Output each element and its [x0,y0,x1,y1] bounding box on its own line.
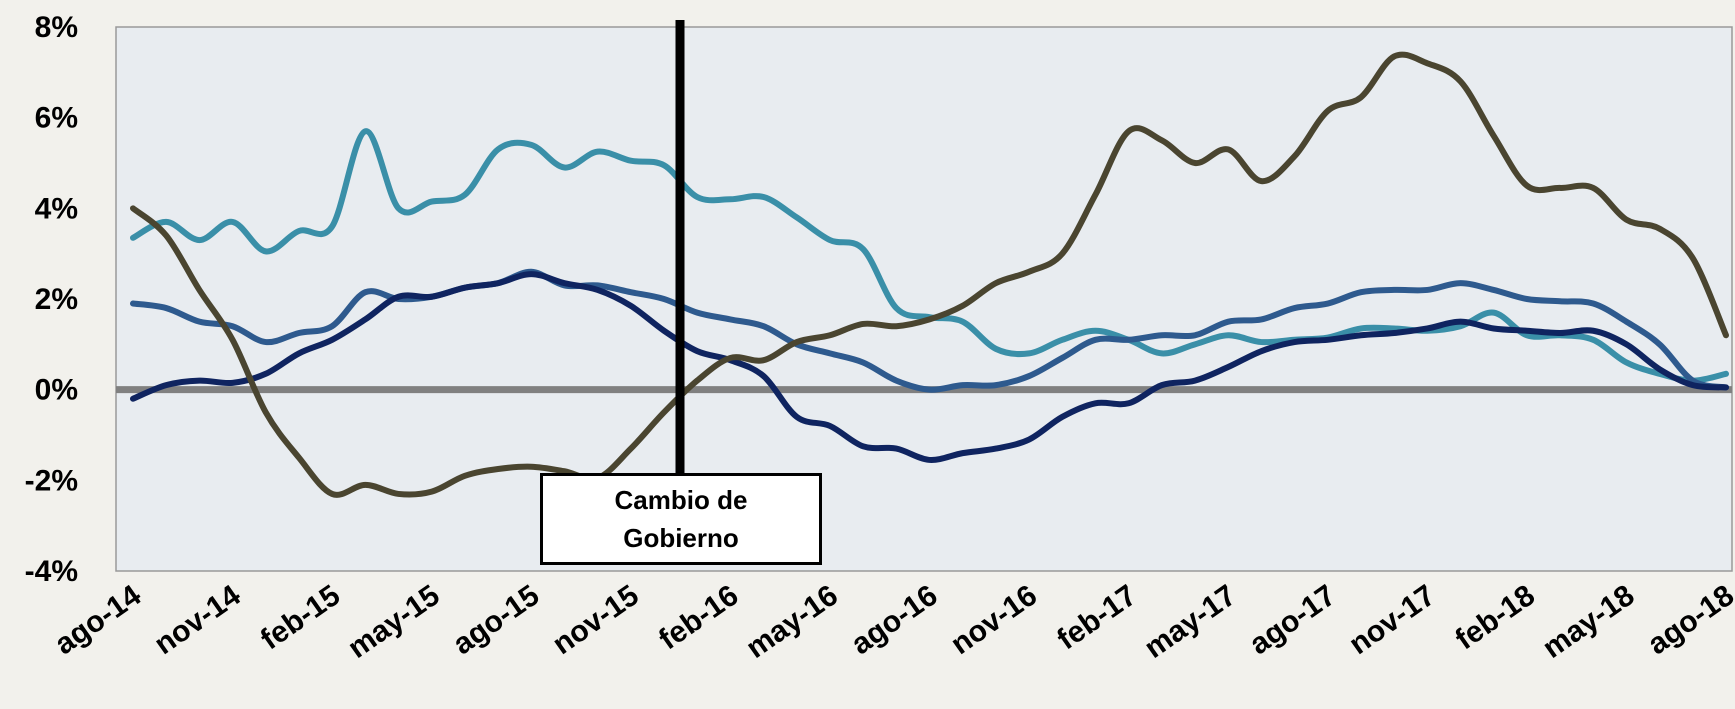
annotation-box: Cambio de Gobierno [540,473,822,565]
y-tick-label: -2% [25,464,78,497]
y-tick-label: 8% [35,11,78,44]
y-tick-label: 4% [35,192,78,225]
y-tick-label: 6% [35,102,78,135]
x-tick-label: feb-17 [1051,579,1142,657]
series-line [130,271,1729,463]
x-tick-label: nov-16 [945,579,1043,661]
y-tick-label: 0% [35,374,78,407]
series-line [130,51,1729,498]
x-tick-label: ago-15 [447,579,545,661]
x-tick-label: may-18 [1537,579,1641,665]
x-tick-label: ago-14 [49,579,147,662]
x-tick-label: nov-15 [547,579,645,661]
x-tick-label: ago-17 [1244,579,1342,661]
x-tick-label: ago-16 [845,579,943,661]
y-tick-label: 2% [35,283,78,316]
x-tick-label: nov-14 [148,579,246,662]
series-line [130,128,1729,384]
x-tick-label: may-17 [1139,579,1243,665]
x-tick-label: nov-17 [1343,579,1441,661]
y-tick-label: -4% [25,555,78,588]
x-tick-label: feb-16 [653,579,744,657]
x-tick-label: ago-18 [1642,579,1735,661]
plot-area [115,26,1733,572]
x-tick-label: feb-18 [1450,579,1541,657]
x-tick-label: feb-15 [255,579,346,657]
x-tick-label: may-15 [342,579,446,665]
x-tick-label: may-16 [740,579,844,665]
